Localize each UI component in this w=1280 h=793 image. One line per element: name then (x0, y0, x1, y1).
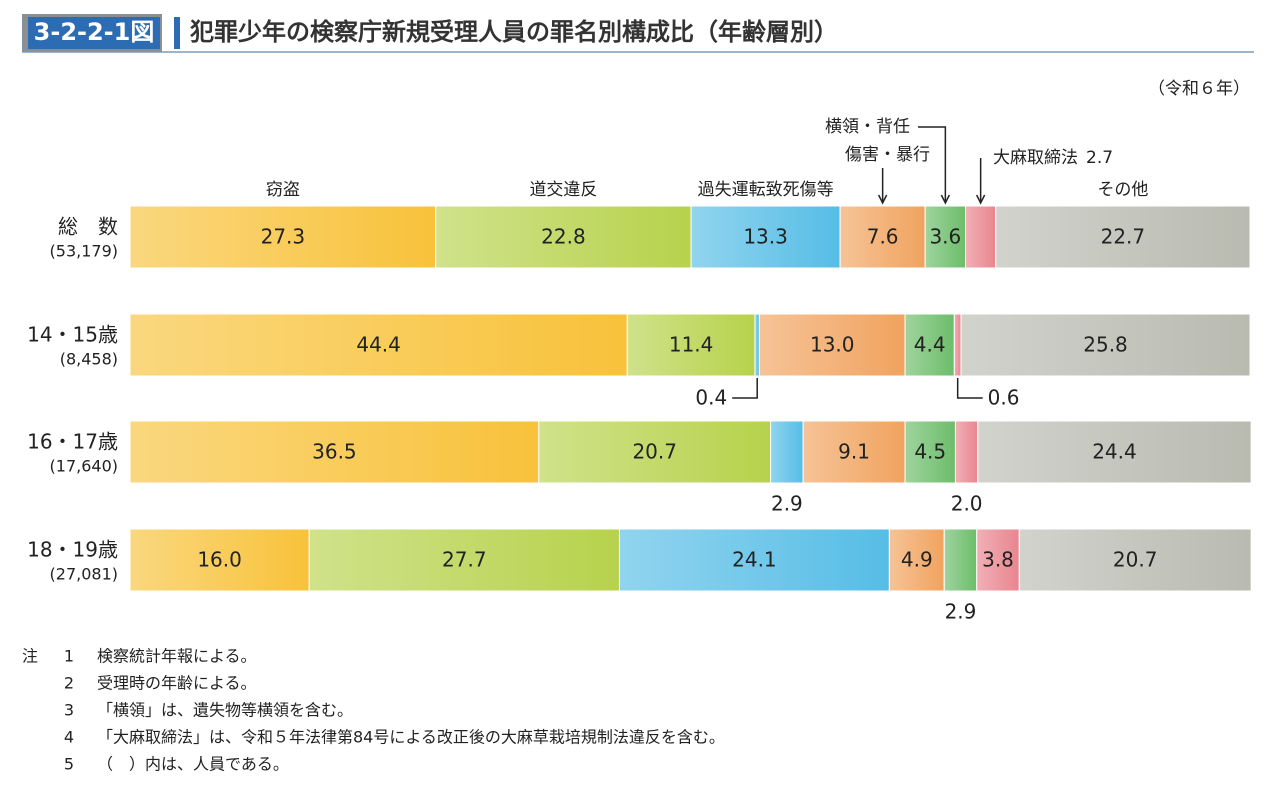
bar-sheen (925, 206, 966, 268)
value-label: 2.7 (1086, 148, 1113, 168)
bar-sheen (1019, 529, 1252, 591)
arrow-head (940, 194, 951, 205)
category-label: 14・15歳 (27, 323, 118, 347)
value-label: 27.3 (261, 225, 306, 249)
legend-label: 大麻取締法 (993, 148, 1078, 168)
value-label: 3.6 (929, 225, 961, 249)
value-label: 13.0 (810, 333, 855, 357)
arrow-head (877, 194, 888, 205)
value-label: 4.4 (914, 333, 946, 357)
value-label: 27.7 (442, 548, 487, 572)
bar-sheen (627, 314, 755, 376)
note-number: 4 (64, 728, 74, 747)
note-text: 「大麻取締法」は、令和５年法律第84号による改正後の大麻草栽培規制法違反を含む。 (97, 728, 725, 747)
value-label: 22.8 (541, 225, 586, 249)
legend-label: 過失運転致死傷等 (698, 180, 834, 200)
subtitle: （令和６年） (1148, 79, 1250, 99)
category-label: 16・17歳 (27, 430, 118, 454)
value-label: 20.7 (1113, 548, 1158, 572)
bar-sheen (976, 529, 1020, 591)
bar-sheen (770, 421, 804, 483)
value-label: 0.4 (695, 386, 727, 410)
note-number: 2 (64, 674, 74, 693)
value-label: 22.7 (1101, 225, 1146, 249)
title-marker (174, 17, 180, 49)
bar-sheen (130, 421, 539, 483)
bar-sheen (759, 314, 906, 376)
value-label: 25.8 (1083, 333, 1128, 357)
note-text: （ ）内は、人員である。 (97, 755, 289, 774)
bar-sheen (130, 314, 628, 376)
category-label: 18・19歳 (27, 538, 118, 562)
bar-sheen (965, 206, 996, 268)
bar-sheen (538, 421, 771, 483)
value-label: 13.3 (743, 225, 788, 249)
bar-sheen (130, 206, 436, 268)
value-label: 24.4 (1092, 440, 1137, 464)
note-number: 5 (64, 755, 74, 774)
bar-sheen (905, 314, 955, 376)
value-label: 16.0 (197, 548, 242, 572)
bar-sheen (905, 421, 956, 483)
bar-sheen (954, 314, 962, 376)
note-text: 検察統計年報による。 (97, 647, 257, 666)
arrow (732, 378, 758, 399)
value-label: 24.1 (732, 548, 777, 572)
legend-label: 横領・背任 (825, 117, 910, 137)
category-count: (17,640) (50, 457, 118, 476)
bar-sheen (803, 421, 906, 483)
category-count: (8,458) (60, 350, 118, 369)
category-label: 総 数 (58, 215, 118, 239)
value-label: 0.6 (988, 386, 1020, 410)
bar-sheen (435, 206, 692, 268)
legend-label: 道交違反 (529, 180, 597, 200)
category-count: (27,081) (50, 565, 118, 584)
value-label: 20.7 (632, 440, 677, 464)
bar-sheen (754, 314, 760, 376)
value-label: 9.1 (838, 440, 870, 464)
value-label: 44.4 (356, 333, 401, 357)
value-label: 2.9 (945, 600, 977, 624)
value-label: 11.4 (669, 333, 714, 357)
value-label: 36.5 (312, 440, 357, 464)
bar-sheen (955, 421, 978, 483)
arrow (956, 378, 983, 399)
bar-sheen (944, 529, 977, 591)
arrow-head (975, 194, 986, 205)
arrow (918, 126, 947, 203)
note-text: 「横領」は、遺失物等横領を含む。 (97, 701, 353, 720)
note-text: 受理時の年齢による。 (97, 674, 257, 693)
category-count: (53,179) (50, 242, 118, 261)
notes-label: 注 (22, 647, 38, 666)
badge-bg (28, 17, 160, 49)
value-label: 7.6 (867, 225, 899, 249)
bar-sheen (309, 529, 620, 591)
legend-label: 傷害・暴行 (845, 145, 930, 165)
bar-sheen (130, 529, 310, 591)
legend-label: 窃盗 (266, 180, 300, 200)
value-label: 2.0 (951, 492, 983, 516)
note-number: 1 (64, 647, 74, 666)
bar-sheen (977, 421, 1252, 483)
bar-sheen (619, 529, 890, 591)
value-label: 4.9 (901, 548, 933, 572)
badge: 3-2-2-1図 (34, 18, 155, 46)
bar-sheen (691, 206, 841, 268)
bar-sheen (889, 529, 945, 591)
bar-sheen (961, 314, 1250, 376)
chart-title: 犯罪少年の検察庁新規受理人員の罪名別構成比（年齢層別） (189, 18, 838, 46)
legend-label: その他 (1097, 180, 1148, 200)
value-label: 3.8 (982, 548, 1014, 572)
note-number: 3 (64, 701, 74, 720)
value-label: 2.9 (771, 492, 803, 516)
bar-sheen (840, 206, 926, 268)
value-label: 4.5 (914, 440, 946, 464)
bar-sheen (995, 206, 1250, 268)
